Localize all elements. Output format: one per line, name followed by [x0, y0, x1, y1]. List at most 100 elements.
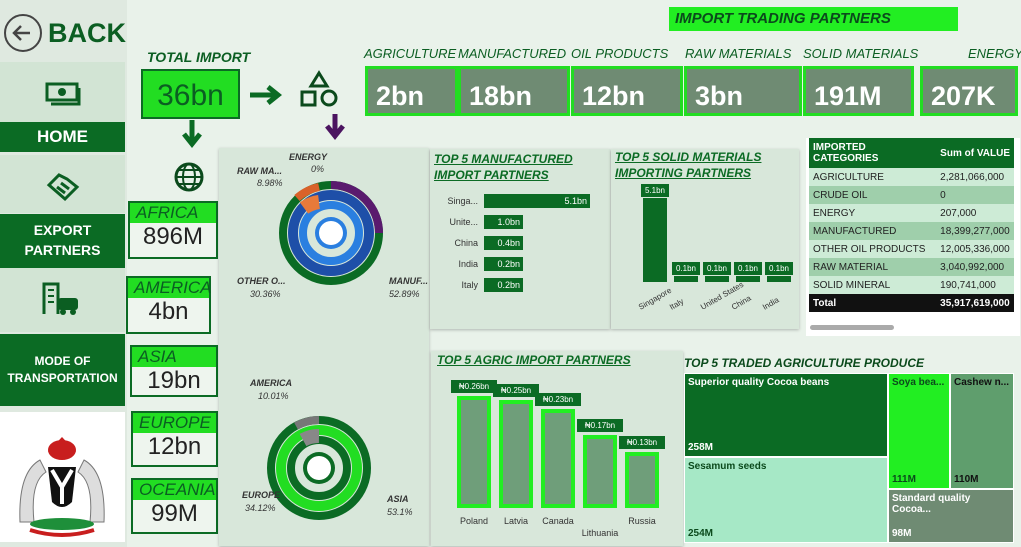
- total-import-value: 36bn: [141, 69, 240, 119]
- donut-pct-energy: 0%: [311, 164, 325, 174]
- total-import-label: TOTAL IMPORT: [147, 49, 251, 65]
- treemap-cell-cashew[interactable]: Cashew n... 110M: [950, 373, 1014, 489]
- table-cell: RAW MATERIAL: [809, 258, 937, 276]
- bar: [583, 434, 617, 508]
- arrow-down-icon: [182, 120, 202, 149]
- table-cell: MANUFACTURED: [809, 222, 937, 240]
- treemap-cell-name: Standard quality Cocoa...: [892, 493, 971, 515]
- table-cell: OTHER OIL PRODUCTS: [809, 240, 937, 258]
- donut-label-asia: ASIA: [387, 494, 409, 504]
- category-label-oil-products: OIL PRODUCTS: [571, 46, 669, 61]
- bar-value-label: 0.1bn: [672, 262, 700, 275]
- bar-category-label: Poland: [459, 516, 489, 526]
- treemap-cell-cocoa-standard[interactable]: Standard quality Cocoa... 98M: [888, 489, 1014, 543]
- money-icon: [45, 82, 81, 106]
- region-name: ASIA: [132, 347, 216, 367]
- globe-icon: [174, 162, 204, 192]
- bar-value-label: ₦0.17bn: [577, 418, 623, 432]
- treemap-cell-name: Cashew n...: [954, 377, 1010, 388]
- table-header[interactable]: Sum of VALUE: [936, 138, 1014, 168]
- arrow-right-icon: [250, 85, 283, 105]
- bar: 5.1bn: [484, 194, 590, 208]
- donut-label-energy: ENERGY: [289, 152, 328, 162]
- table-cell: Total: [809, 294, 937, 312]
- bar-value-label: 0.1bn: [703, 262, 731, 275]
- table-row: RAW MATERIAL 3,040,992,000: [809, 258, 1014, 276]
- region-card-europe: EUROPE 12bn: [131, 411, 218, 467]
- bar-category-label: Russia: [628, 516, 656, 526]
- donut-label-europe: EUROPE: [242, 490, 281, 500]
- manufactured-bars: Singa... 5.1bn Unite... 1.0bn China 0.4bn Indi…: [430, 194, 610, 306]
- donut-pct-europe: 34.12%: [245, 503, 276, 513]
- region-value: 19bn: [147, 367, 201, 394]
- donut-label-raw: RAW MA...: [237, 166, 282, 176]
- bar: 0.2bn: [484, 257, 523, 271]
- table-row: AGRICULTURE 2,281,066,000: [809, 168, 1014, 186]
- horizontal-scrollbar[interactable]: [810, 325, 894, 330]
- back-button[interactable]: BACK: [48, 18, 126, 48]
- category-value-solid-materials: 191M: [803, 66, 914, 116]
- bar: [457, 396, 491, 508]
- category-label-energy: ENERGY: [968, 46, 1021, 61]
- region-value: 12bn: [147, 433, 202, 460]
- region-card-asia: ASIA 19bn: [130, 345, 218, 397]
- coat-of-arms-logo: [0, 412, 125, 542]
- export-tile[interactable]: [0, 155, 125, 213]
- donut-label-other-oil: OTHER O...: [237, 276, 286, 286]
- bar-category-label: China: [730, 293, 753, 312]
- bar-value-label: ₦0.25bn: [493, 384, 539, 398]
- bar-category-label: Singapore: [637, 285, 674, 312]
- treemap-cell-name: Superior quality Cocoa beans: [688, 377, 830, 388]
- table-row: SOLID MINERAL 190,741,000: [809, 276, 1014, 294]
- category-value-manufactured: 18bn: [458, 66, 570, 116]
- table-cell: 12,005,336,000: [936, 240, 1014, 258]
- treemap-cell-sesamum[interactable]: Sesamum seeds 254M: [684, 457, 888, 543]
- bar: [625, 452, 659, 508]
- region-card-oceania: OCEANIA 99M: [131, 478, 218, 534]
- category-value-raw-materials: 3bn: [684, 66, 802, 116]
- treemap-title: TOP 5 TRADED AGRICULTURE PRODUCE: [684, 356, 925, 370]
- bar-category-label: China: [454, 238, 478, 248]
- treemap-cell-value: 254M: [688, 528, 714, 539]
- category-label-agriculture: AGRICULTURE: [364, 46, 457, 61]
- region-donut: [267, 416, 371, 520]
- donut-label-manufactured: MANUF...: [389, 276, 428, 286]
- export-partners-button[interactable]: EXPORT PARTNERS: [0, 214, 125, 268]
- treemap-cell-value: 98M: [892, 528, 912, 539]
- category-label-solid-materials: SOLID MATERIALS: [803, 46, 919, 61]
- table-cell: 0: [936, 186, 1014, 204]
- bar-category-label: Lithuania: [581, 528, 619, 538]
- table-cell: SOLID MINERAL: [809, 276, 937, 294]
- bar-value-label: ₦0.13bn: [619, 436, 665, 449]
- treemap-cell-soya[interactable]: Soya bea... 111M: [888, 373, 950, 489]
- bar-category-label: India: [761, 295, 781, 312]
- mode-of-transportation-button[interactable]: MODE OF TRANSPORTATION: [0, 334, 125, 406]
- home-button[interactable]: HOME: [0, 122, 125, 152]
- table-cell: CRUDE OIL: [809, 186, 937, 204]
- treemap-cell-cocoa-superior[interactable]: Superior quality Cocoa beans 258M: [684, 373, 888, 457]
- table-cell: 190,741,000: [936, 276, 1014, 294]
- table-cell: 2,281,066,000: [936, 168, 1014, 186]
- back-arrow-icon[interactable]: [4, 14, 42, 52]
- category-label-manufactured: MANUFACTURED: [458, 46, 567, 61]
- bar-value-label: ₦0.23bn: [535, 392, 581, 406]
- agric-title: TOP 5 AGRIC IMPORT PARTNERS: [437, 353, 631, 367]
- bar: 1.0bn: [484, 215, 523, 229]
- treemap-cell-name: Soya bea...: [892, 377, 945, 388]
- transport-tile[interactable]: [0, 268, 125, 332]
- table-row: MANUFACTURED 18,399,277,000: [809, 222, 1014, 240]
- bar-category-label: India: [458, 259, 478, 269]
- home-tile[interactable]: [0, 62, 125, 122]
- categories-table-panel: IMPORTED CATEGORIES Sum of VALUE AGRICUL…: [806, 138, 1020, 336]
- category-donut: [279, 181, 383, 285]
- bar-category-label: Canada: [542, 516, 574, 526]
- donut-pct-other-oil: 30.36%: [250, 289, 281, 299]
- agric-bars: ₦0.26bn Poland ₦0.25bn Latvia ₦0.23bn Canada ₦…: [431, 372, 683, 542]
- bar: [643, 198, 667, 282]
- bar-category-label: Singa...: [447, 196, 478, 206]
- table-header[interactable]: IMPORTED CATEGORIES: [809, 138, 937, 168]
- category-value-agriculture: 2bn: [365, 66, 458, 116]
- category-value-oil-products: 12bn: [571, 66, 683, 116]
- bar-value-label: 5.1bn: [641, 184, 669, 197]
- treemap-cell-value: 111M: [892, 474, 916, 485]
